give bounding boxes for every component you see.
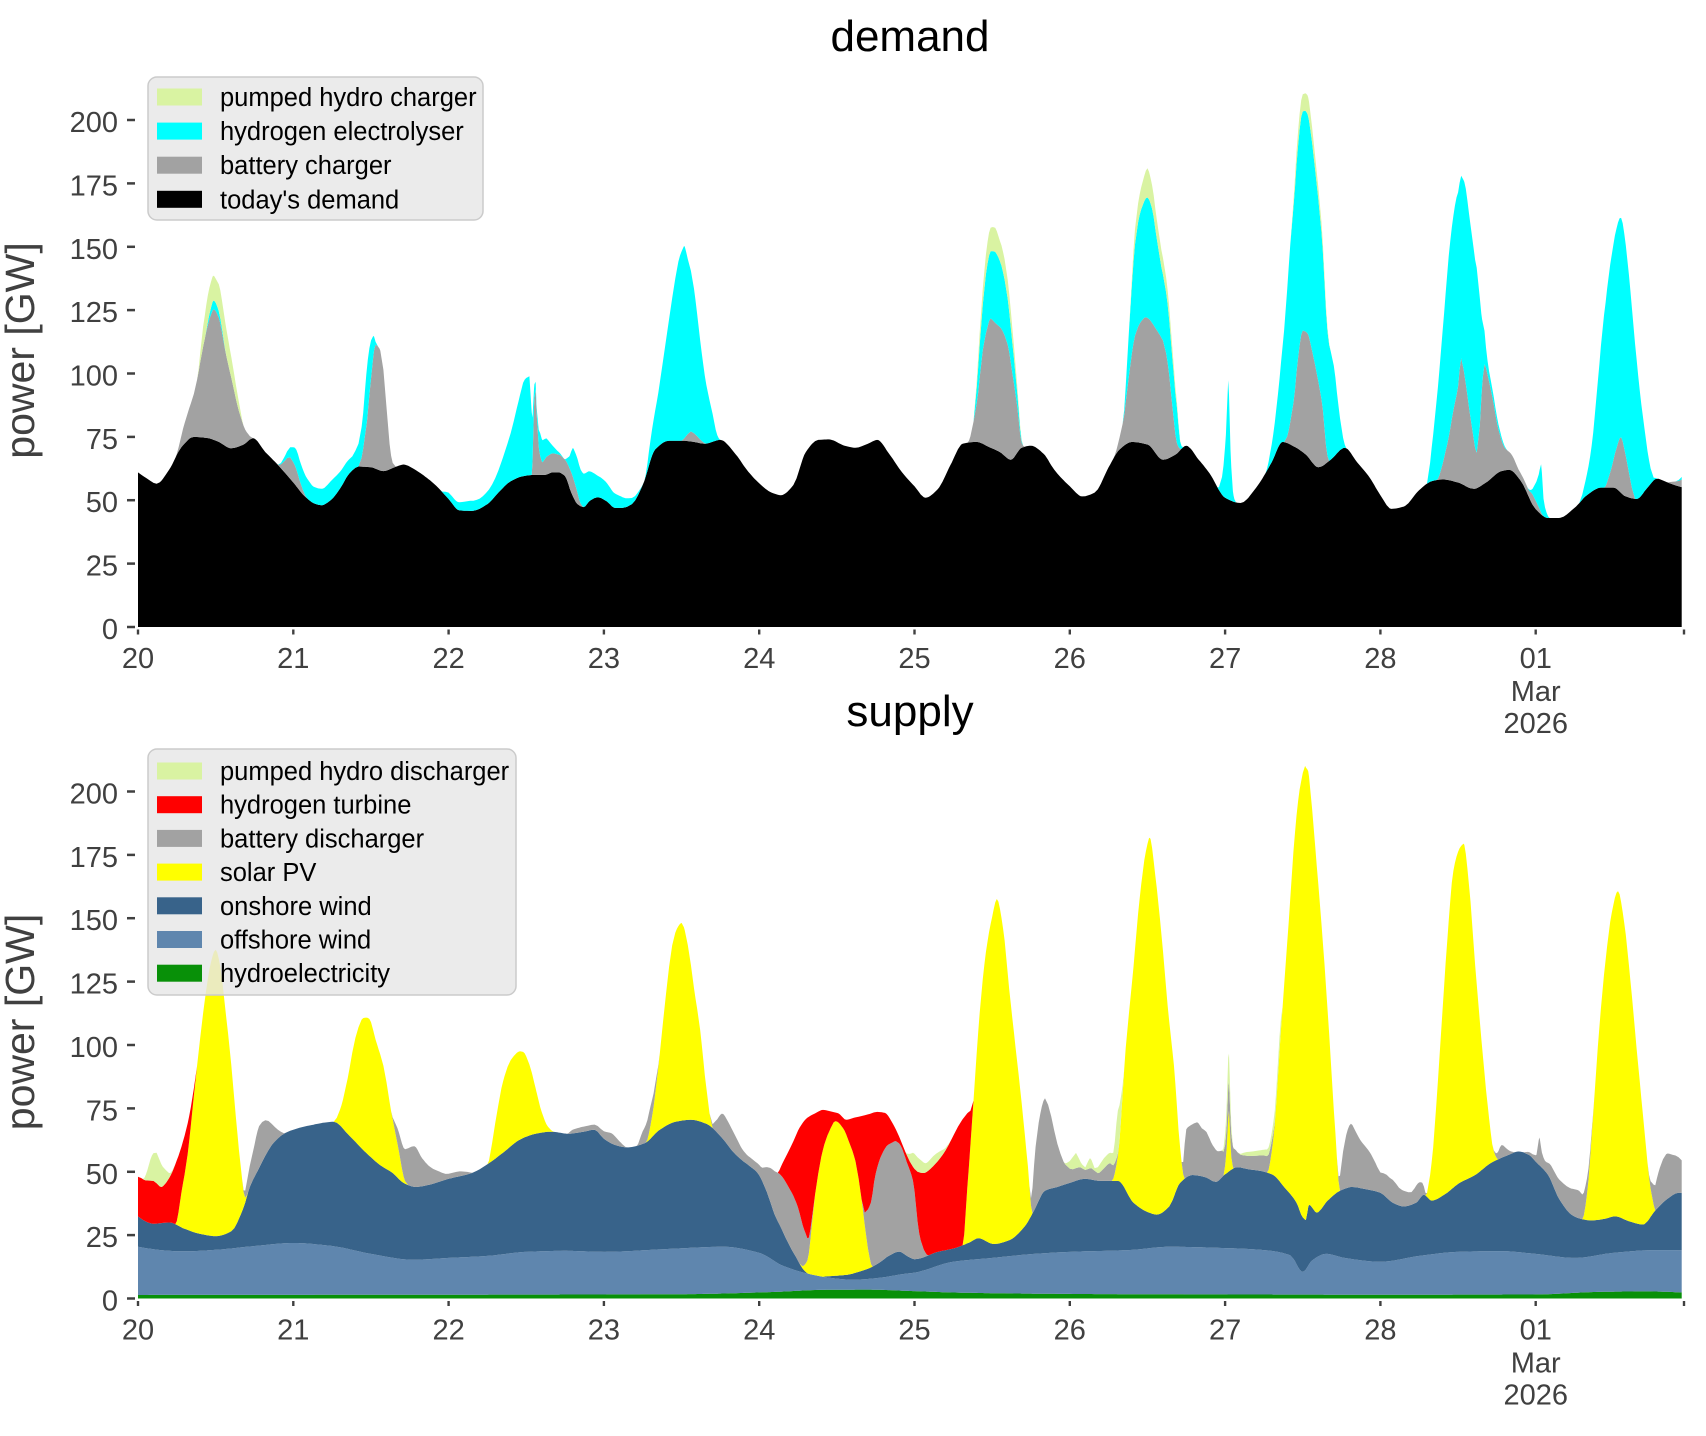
svg-text:200: 200 xyxy=(70,107,118,139)
svg-text:175: 175 xyxy=(70,842,118,874)
svg-text:27: 27 xyxy=(1209,643,1241,675)
svg-text:28: 28 xyxy=(1364,643,1396,675)
svg-text:hydrogen electrolyser: hydrogen electrolyser xyxy=(220,118,464,146)
svg-text:23: 23 xyxy=(588,1315,620,1347)
svg-text:25: 25 xyxy=(86,551,118,583)
svg-text:150: 150 xyxy=(70,234,118,266)
svg-text:25: 25 xyxy=(898,1315,930,1347)
svg-text:today's demand: today's demand xyxy=(220,186,399,214)
svg-text:100: 100 xyxy=(70,361,118,393)
svg-text:24: 24 xyxy=(743,1315,775,1347)
svg-text:24: 24 xyxy=(743,643,775,675)
svg-text:150: 150 xyxy=(70,905,118,937)
svg-text:2026: 2026 xyxy=(1503,708,1568,740)
svg-text:onshore wind: onshore wind xyxy=(220,893,372,921)
svg-text:solar PV: solar PV xyxy=(220,859,316,887)
svg-text:23: 23 xyxy=(588,643,620,675)
svg-text:125: 125 xyxy=(70,969,118,1001)
svg-text:battery charger: battery charger xyxy=(220,152,392,180)
svg-text:26: 26 xyxy=(1054,1315,1086,1347)
svg-text:Mar: Mar xyxy=(1511,676,1561,708)
svg-text:125: 125 xyxy=(70,297,118,329)
svg-text:25: 25 xyxy=(898,643,930,675)
svg-text:pumped hydro discharger: pumped hydro discharger xyxy=(220,758,510,786)
svg-text:0: 0 xyxy=(102,614,118,646)
svg-text:power [GW]: power [GW] xyxy=(0,914,43,1130)
svg-text:22: 22 xyxy=(432,643,464,675)
svg-text:27: 27 xyxy=(1209,1315,1241,1347)
svg-text:21: 21 xyxy=(277,643,309,675)
svg-text:50: 50 xyxy=(86,1159,118,1191)
svg-text:01: 01 xyxy=(1520,643,1552,675)
svg-text:100: 100 xyxy=(70,1032,118,1064)
svg-text:supply: supply xyxy=(846,687,973,736)
svg-text:01: 01 xyxy=(1520,1315,1552,1347)
svg-text:175: 175 xyxy=(70,170,118,202)
svg-text:Mar: Mar xyxy=(1511,1348,1561,1380)
svg-text:offshore wind: offshore wind xyxy=(220,927,371,955)
svg-text:pumped hydro charger: pumped hydro charger xyxy=(220,84,477,112)
svg-text:28: 28 xyxy=(1364,1315,1396,1347)
svg-text:75: 75 xyxy=(86,1095,118,1127)
svg-text:demand: demand xyxy=(830,12,989,61)
svg-text:75: 75 xyxy=(86,424,118,456)
svg-text:26: 26 xyxy=(1054,643,1086,675)
svg-text:21: 21 xyxy=(277,1315,309,1347)
svg-text:2026: 2026 xyxy=(1503,1380,1568,1412)
svg-text:hydroelectricity: hydroelectricity xyxy=(220,960,390,988)
svg-text:50: 50 xyxy=(86,487,118,519)
svg-text:hydrogen turbine: hydrogen turbine xyxy=(220,792,411,820)
svg-text:0: 0 xyxy=(102,1286,118,1318)
svg-text:22: 22 xyxy=(432,1315,464,1347)
svg-text:20: 20 xyxy=(122,643,154,675)
svg-text:battery discharger: battery discharger xyxy=(220,825,425,853)
svg-text:25: 25 xyxy=(86,1222,118,1254)
svg-text:20: 20 xyxy=(122,1315,154,1347)
svg-text:200: 200 xyxy=(70,779,118,811)
svg-text:power [GW]: power [GW] xyxy=(0,242,43,458)
